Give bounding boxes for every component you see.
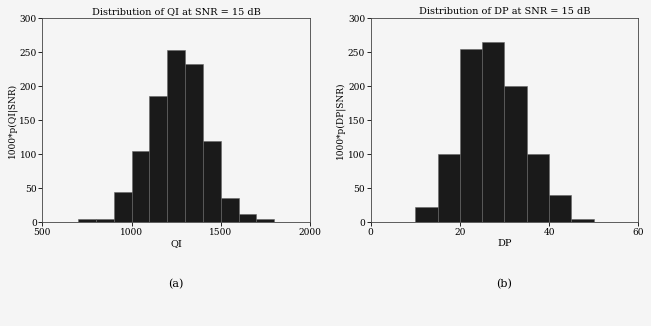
Bar — [482, 42, 505, 222]
Bar — [114, 192, 132, 222]
Bar — [505, 86, 527, 222]
Bar — [132, 151, 149, 222]
Y-axis label: 1000*p(DP|SNR): 1000*p(DP|SNR) — [335, 82, 345, 159]
X-axis label: DP: DP — [497, 240, 512, 248]
Bar — [437, 154, 460, 222]
Bar — [572, 219, 594, 222]
Bar — [185, 64, 203, 222]
Bar — [549, 195, 572, 222]
Bar — [96, 219, 114, 222]
Y-axis label: 1000*p(QI|SNR): 1000*p(QI|SNR) — [7, 82, 16, 158]
Bar — [460, 49, 482, 222]
Bar — [78, 219, 96, 222]
Bar — [203, 141, 221, 222]
Title: Distribution of DP at SNR = 15 dB: Distribution of DP at SNR = 15 dB — [419, 7, 590, 16]
Text: (b): (b) — [497, 279, 512, 289]
Text: (a): (a) — [169, 279, 184, 289]
Bar — [238, 214, 256, 222]
Bar — [415, 207, 437, 222]
X-axis label: QI: QI — [170, 240, 182, 248]
Bar — [527, 154, 549, 222]
Bar — [167, 50, 185, 222]
Bar — [256, 219, 274, 222]
Title: Distribution of QI at SNR = 15 dB: Distribution of QI at SNR = 15 dB — [92, 7, 260, 16]
Bar — [221, 198, 238, 222]
Bar — [149, 96, 167, 222]
